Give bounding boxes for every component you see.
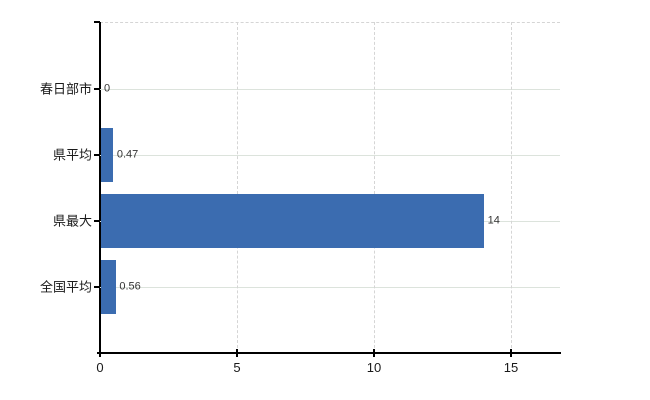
x-tick-label-1: 5: [233, 360, 241, 375]
gridline-horizontal: [100, 89, 560, 90]
x-tick-1: [236, 349, 238, 357]
value-label-0: 0: [104, 82, 111, 95]
y-axis-line: [99, 22, 101, 353]
bar-2: [100, 194, 485, 248]
value-label-2: 14: [487, 214, 500, 227]
y-tick-0: [94, 88, 100, 90]
category-label-1: 県平均: [52, 147, 92, 163]
category-label-0: 春日部市: [39, 81, 92, 97]
value-label-1: 0.47: [116, 148, 139, 161]
bar-3: [100, 260, 116, 314]
x-tick-2: [373, 349, 375, 357]
x-tick-0: [99, 349, 101, 357]
gridline-vertical: [237, 22, 238, 353]
y-tick-1: [94, 154, 100, 156]
y-tick-top: [94, 21, 100, 23]
gridline-vertical: [511, 22, 512, 353]
x-tick-label-3: 15: [503, 360, 519, 375]
x-tick-label-2: 10: [366, 360, 382, 375]
y-tick-3: [94, 286, 100, 288]
category-label-3: 全国平均: [39, 279, 92, 295]
plot-area: [100, 22, 560, 353]
y-tick-2: [94, 220, 100, 222]
gridline-horizontal: [100, 155, 560, 156]
category-label-2: 県最大: [52, 213, 92, 229]
bar-1: [100, 128, 114, 182]
gridline-vertical: [374, 22, 375, 353]
x-tick-label-0: 0: [96, 360, 104, 375]
gridline-horizontal: [100, 287, 560, 288]
x-axis-line: [97, 352, 561, 354]
value-label-3: 0.56: [119, 280, 141, 293]
x-tick-3: [510, 349, 512, 357]
